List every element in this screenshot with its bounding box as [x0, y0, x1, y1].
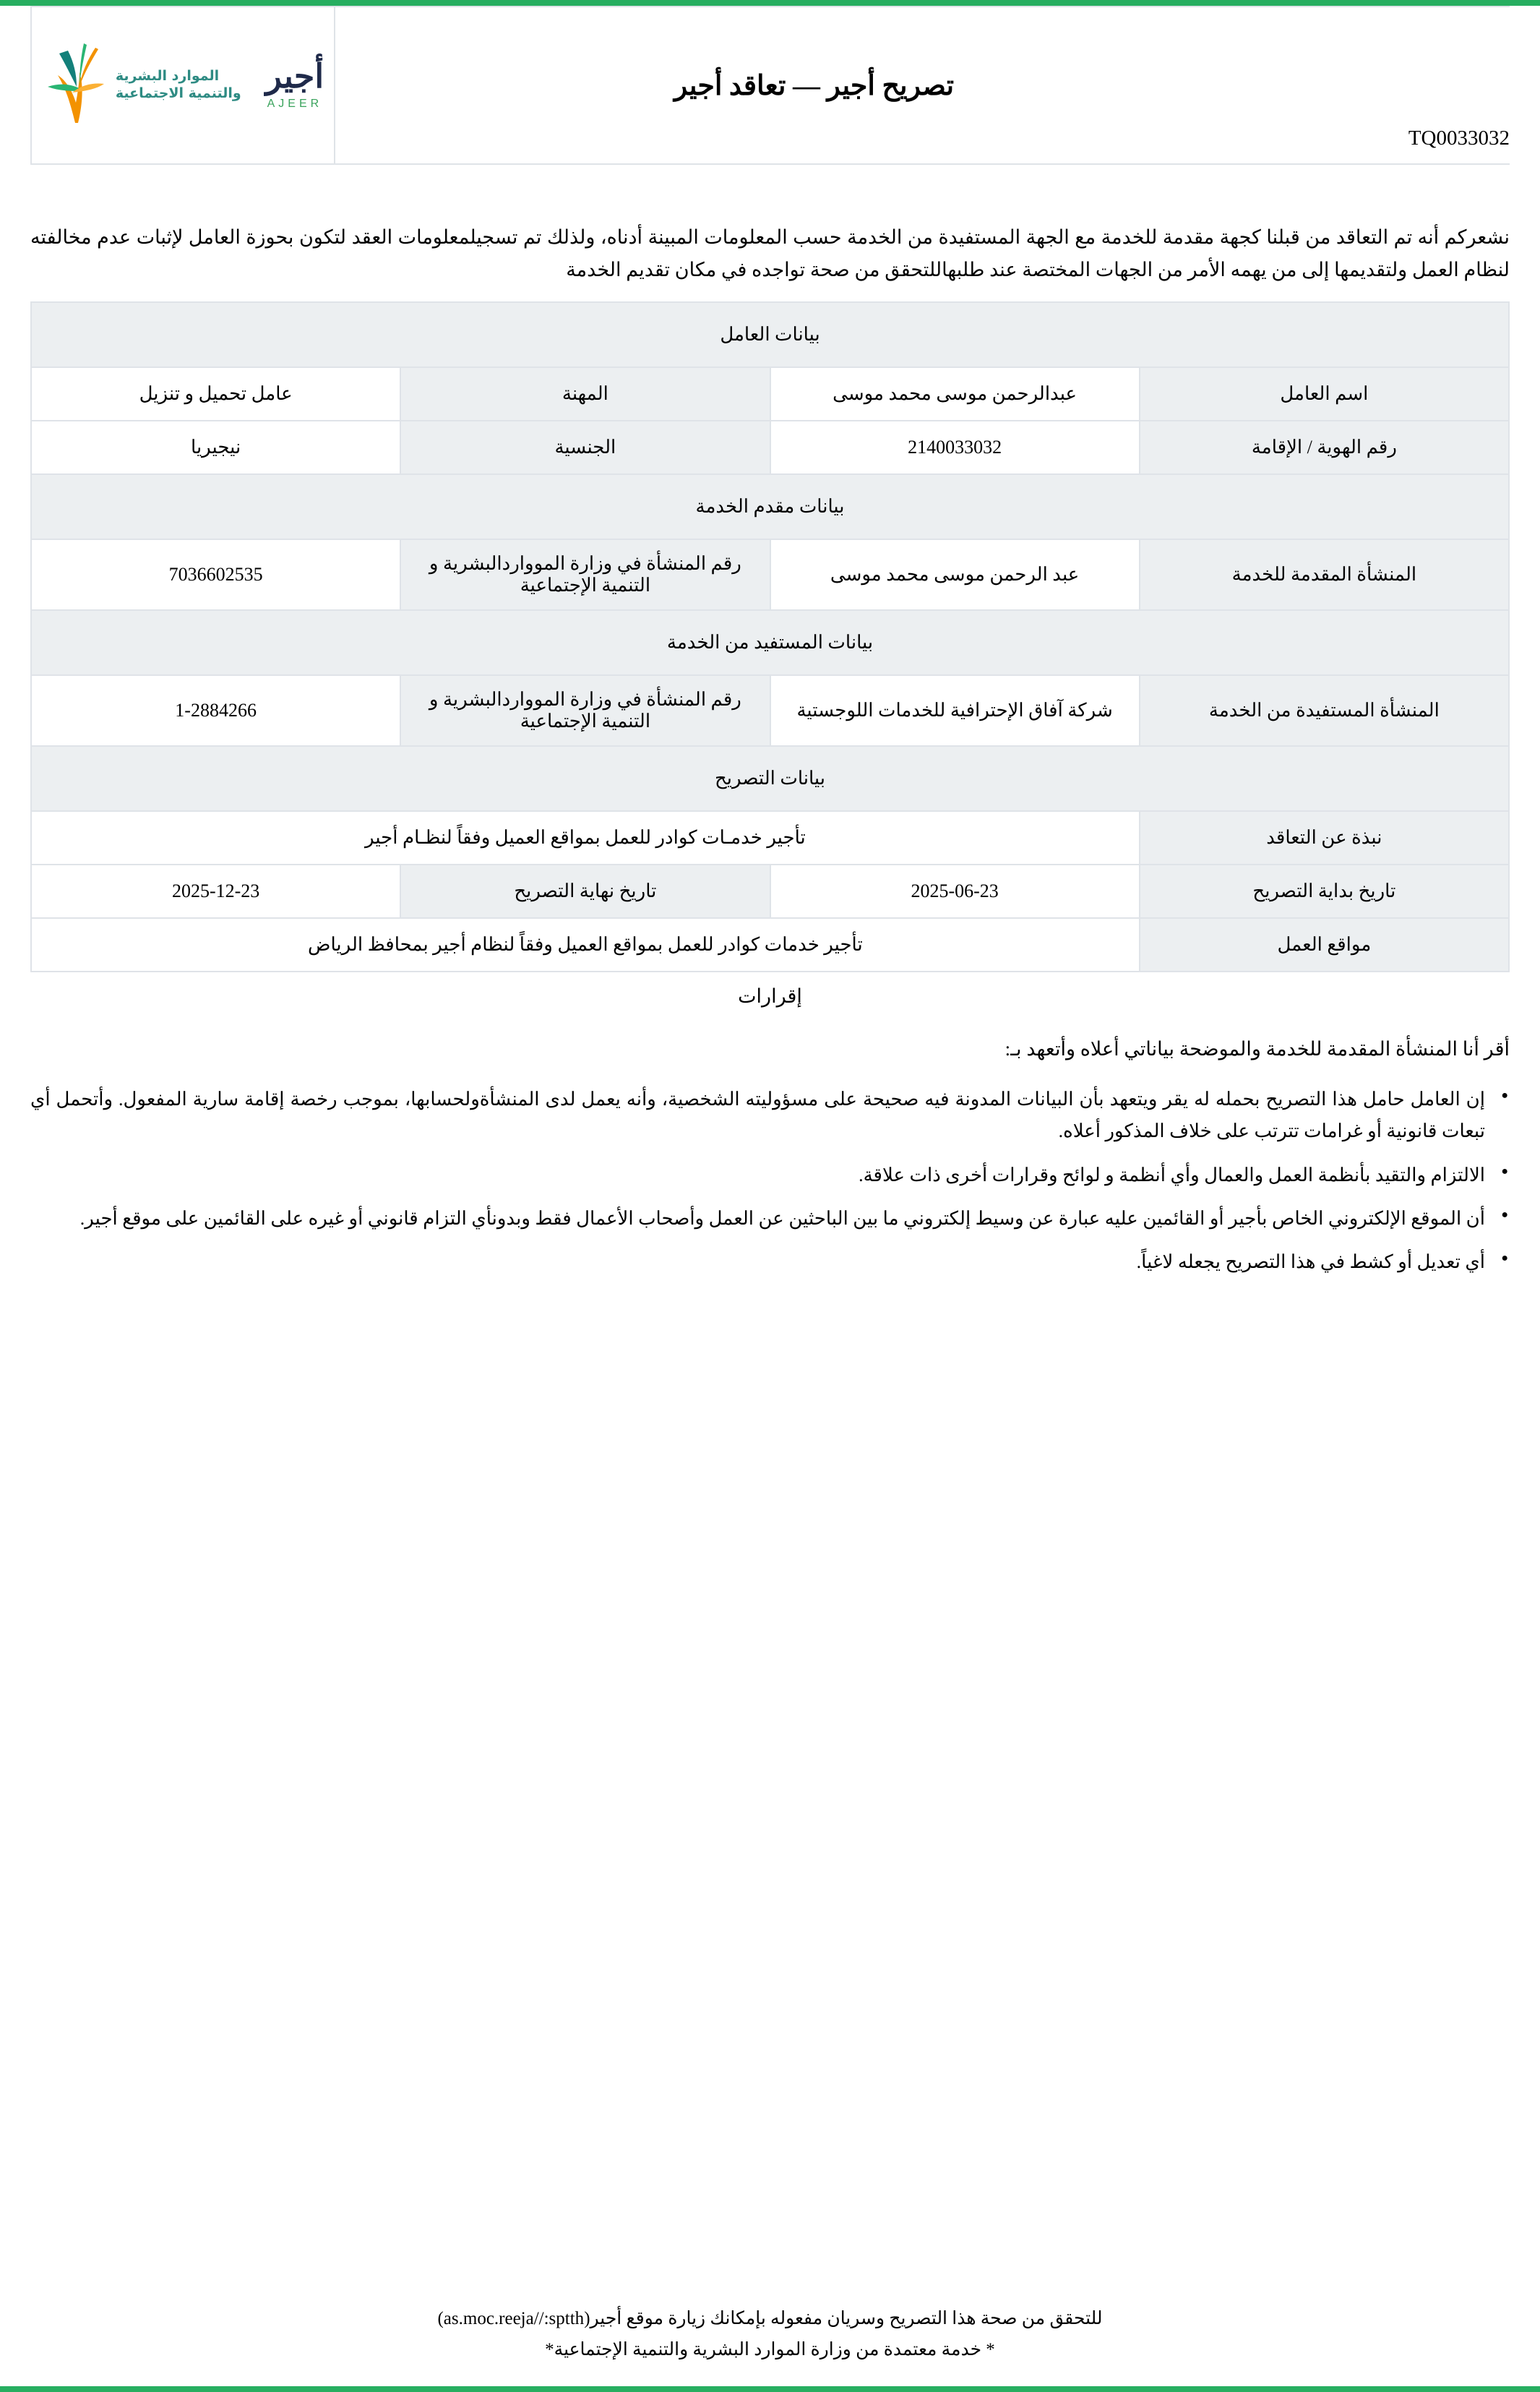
- field-value-worker-name: عبدالرحمن موسى محمد موسى: [769, 366, 1140, 422]
- bottom-accent-bar: [0, 2386, 1540, 2392]
- field-value-provider-establishment: عبد الرحمن موسى محمد موسى: [769, 539, 1140, 612]
- header-reference-cell: TQ0033032: [1293, 7, 1510, 163]
- field-value-occupation: عامل تحميل و تنزيل: [30, 366, 402, 422]
- permit-info-table: بيانات العامل اسم العامل عبدالرحمن موسى …: [30, 301, 1510, 973]
- field-value-work-locations: تأجير خدمات كوادر للعمل بمواقع العميل وف…: [30, 917, 1140, 973]
- field-value-provider-establishment-number: 7036602535: [30, 539, 402, 612]
- table-row: تاريخ بداية التصريح 2025-06-23 تاريخ نها…: [30, 864, 1510, 919]
- table-row: نبذة عن التعاقد تأجير خدمـات كوادر للعمل…: [30, 810, 1510, 866]
- ministry-logo-text: الموارد البشرية والتنمية الاجتماعية: [116, 68, 241, 103]
- field-label-worker-name: اسم العامل: [1138, 366, 1510, 422]
- document-header: TQ0033032 تصريح أجير — تعاقد أجير أجير A…: [30, 6, 1510, 165]
- field-label-provider-establishment: المنشأة المقدمة للخدمة: [1138, 539, 1510, 612]
- ministry-name-line-1: الموارد البشرية: [115, 68, 220, 85]
- field-label-beneficiary-establishment-number: رقم المنشأة في وزارة الموواردالبشرية و ا…: [400, 674, 771, 747]
- footer-ministry-note: * خدمة معتمدة من وزارة الموارد البشرية و…: [545, 2340, 995, 2360]
- table-row: اسم العامل عبدالرحمن موسى محمد موسى المه…: [30, 366, 1510, 422]
- field-value-nationality: نيجيريا: [30, 420, 402, 476]
- field-value-beneficiary-establishment-number: 1-2884266: [30, 674, 402, 747]
- top-accent-bar: [0, 0, 1540, 6]
- section-heading-worker: بيانات العامل: [30, 301, 1510, 369]
- section-heading-beneficiary: بيانات المستفيد من الخدمة: [30, 609, 1510, 677]
- document-footer: للتحقق من صحة هذا التصريح وسريان مفعوله …: [30, 2303, 1510, 2367]
- field-value-beneficiary-establishment: شركة آفاق الإحترافية للخدمات اللوجستية: [769, 674, 1140, 747]
- ministry-name-line-2: والتنمية الاجتماعية: [115, 85, 241, 101]
- header-logo-cell: أجير AJEER الموارد البشرية والتنمية الاج…: [30, 7, 334, 163]
- table-row: المنشأة المقدمة للخدمة عبد الرحمن موسى م…: [30, 539, 1510, 612]
- section-heading-row: بيانات العامل: [30, 301, 1510, 369]
- field-value-permit-start-date: 2025-06-23: [769, 864, 1140, 919]
- document-reference-id: TQ0033032: [1408, 127, 1510, 150]
- section-heading-row: بيانات مقدم الخدمة: [30, 473, 1510, 541]
- footer-verification-note: للتحقق من صحة هذا التصريح وسريان مفعوله …: [437, 2308, 1103, 2328]
- ajeer-latin-label: AJEER: [267, 98, 323, 110]
- field-label-contract-summary: نبذة عن التعاقد: [1138, 810, 1510, 866]
- ajeer-wordmark: أجير: [265, 58, 324, 95]
- field-label-work-locations: مواقع العمل: [1138, 917, 1510, 973]
- field-label-beneficiary-establishment: المنشأة المستفيدة من الخدمة: [1138, 674, 1510, 747]
- permit-info-table-body: بيانات العامل اسم العامل عبدالرحمن موسى …: [30, 301, 1510, 973]
- list-item: أي تعديل أو كشط في هذا التصريح يجعله لاغ…: [30, 1246, 1510, 1278]
- field-label-provider-establishment-number: رقم المنشأة في وزارة الموواردالبشرية و ا…: [400, 539, 771, 612]
- header-title-cell: تصريح أجير — تعاقد أجير: [334, 7, 1293, 163]
- table-row: مواقع العمل تأجير خدمات كوادر للعمل بموا…: [30, 917, 1510, 973]
- section-heading-provider: بيانات مقدم الخدمة: [30, 473, 1510, 541]
- ministry-palm-icon: [42, 43, 108, 127]
- section-heading-permit: بيانات التصريح: [30, 745, 1510, 813]
- declarations-lead-text: أقر أنا المنشأة المقدمة للخدمة والموضحة …: [1005, 1038, 1510, 1060]
- list-item: الالتزام والتقيد بأنظمة العمل والعمال وأ…: [30, 1159, 1510, 1191]
- field-value-permit-end-date: 2025-12-23: [30, 864, 402, 919]
- declarations-section-title: إقرارات: [738, 985, 802, 1008]
- table-row: المنشأة المستفيدة من الخدمة شركة آفاق ال…: [30, 674, 1510, 747]
- field-label-id-number: رقم الهوية / الإقامة: [1138, 420, 1510, 476]
- field-label-occupation: المهنة: [400, 366, 771, 422]
- ministry-logo: الموارد البشرية والتنمية الاجتماعية: [42, 43, 241, 127]
- field-label-nationality: الجنسية: [400, 420, 771, 476]
- list-item: إن العامل حامل هذا التصريح بحمله له يقر …: [30, 1084, 1510, 1147]
- section-heading-row: بيانات التصريح: [30, 745, 1510, 813]
- section-heading-row: بيانات المستفيد من الخدمة: [30, 609, 1510, 677]
- list-item: أن الموقع الإلكتروني الخاص بأجير أو القا…: [30, 1203, 1510, 1235]
- field-value-contract-summary: تأجير خدمـات كوادر للعمل بمواقع العميل و…: [30, 810, 1140, 866]
- intro-paragraph: نشعركم أنه تم التعاقد من قبلنا كجهة مقدم…: [30, 226, 1510, 280]
- field-value-id-number: 2140033032: [769, 420, 1140, 476]
- field-label-permit-start-date: تاريخ بداية التصريح: [1138, 864, 1510, 919]
- declarations-list: إن العامل حامل هذا التصريح بحمله له يقر …: [30, 1084, 1510, 1278]
- ajeer-logo: أجير AJEER: [253, 60, 324, 111]
- document-content: TQ0033032 تصريح أجير — تعاقد أجير أجير A…: [0, 6, 1540, 2386]
- field-label-permit-end-date: تاريخ نهاية التصريح: [400, 864, 771, 919]
- table-row: رقم الهوية / الإقامة 2140033032 الجنسية …: [30, 420, 1510, 476]
- page-title: تصريح أجير — تعاقد أجير: [674, 70, 955, 101]
